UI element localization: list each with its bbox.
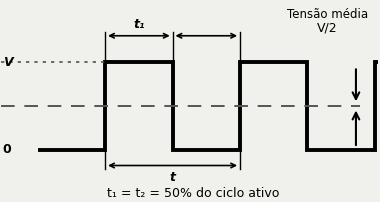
Text: t₁: t₁ <box>133 18 145 31</box>
Text: V: V <box>3 56 12 68</box>
Text: t₁ = t₂ = 50% do ciclo ativo: t₁ = t₂ = 50% do ciclo ativo <box>107 186 279 200</box>
Text: Tensão média: Tensão média <box>287 8 368 21</box>
Text: V/2: V/2 <box>317 22 338 35</box>
Text: t: t <box>169 171 176 184</box>
Text: 0: 0 <box>3 143 11 156</box>
